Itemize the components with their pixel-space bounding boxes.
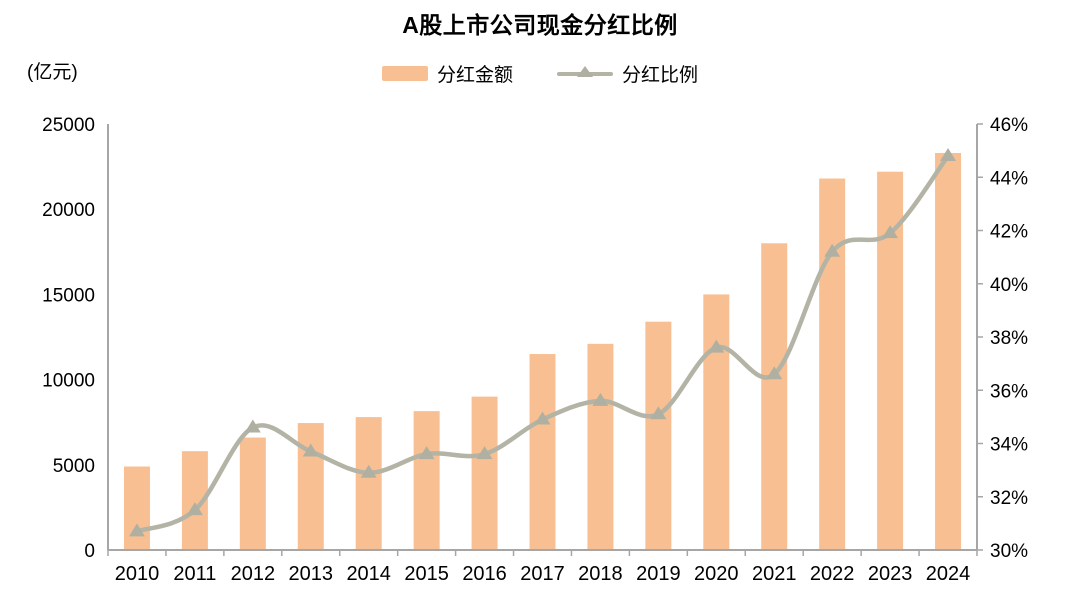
ratio-marker-2022: [824, 243, 841, 257]
bar-2015: [413, 411, 440, 550]
ratio-marker-2020: [708, 339, 725, 353]
right-axis-tick-label: 46%: [990, 115, 1028, 136]
bar-2024: [935, 152, 962, 550]
left-axis-tick-label: 5000: [53, 456, 95, 477]
x-axis-year-label: 2023: [868, 563, 913, 585]
legend-item-bar: 分红金额: [381, 60, 513, 87]
triangle-marker-icon: [577, 65, 593, 77]
x-axis-year-label: 2012: [231, 563, 276, 585]
ratio-marker-2010: [128, 523, 145, 537]
ratio-marker-2018: [592, 392, 609, 406]
ratio-marker-2013: [302, 443, 319, 457]
ratio-marker-2021: [766, 366, 783, 380]
x-axis-year-label: 2014: [346, 563, 391, 585]
x-axis-year-label: 2024: [926, 563, 971, 585]
right-axis-tick-label: 38%: [990, 328, 1028, 349]
right-axis-tick-label: 40%: [990, 275, 1028, 296]
bar-2012: [239, 437, 266, 550]
left-axis-unit-label: (亿元): [27, 62, 78, 83]
left-axis-tick-label: 10000: [42, 371, 95, 392]
x-axis-year-label: 2020: [694, 563, 739, 585]
ratio-line: [134, 153, 951, 534]
right-axis-tick-label: 36%: [990, 381, 1028, 402]
right-axis-tick-label: 42%: [990, 222, 1028, 243]
bar-2020: [703, 294, 730, 550]
ratio-marker-2012: [244, 419, 261, 433]
x-axis-year-label: 2013: [289, 563, 334, 585]
chart-title: A股上市公司现金分红比例: [402, 12, 678, 38]
x-axis-year-label: 2017: [520, 563, 565, 585]
bar-2014: [355, 417, 382, 550]
x-axis-year-label: 2018: [578, 563, 623, 585]
right-axis-tick-label: 34%: [990, 435, 1028, 456]
ratio-marker-2019: [650, 406, 667, 420]
x-axis-year-label: 2010: [115, 563, 160, 585]
right-axis-tick-label: 44%: [990, 168, 1028, 189]
right-axis-tick-label: 32%: [990, 488, 1028, 509]
x-axis-year-label: 2015: [404, 563, 449, 585]
x-axis-year-label: 2022: [810, 563, 855, 585]
bar-2013: [297, 423, 324, 550]
ratio-marker-2011: [186, 502, 203, 516]
left-axis-tick-label: 0: [84, 541, 95, 562]
ratio-marker-2014: [360, 464, 377, 478]
bar-2010: [123, 466, 150, 550]
bar-2016: [471, 396, 498, 550]
legend-line-label: 分红比例: [622, 65, 699, 86]
legend-bar-label: 分红金额: [436, 65, 513, 86]
x-axis-year-label: 2021: [752, 563, 797, 585]
left-axis-tick-label: 25000: [42, 115, 95, 136]
ratio-marker-2024: [940, 147, 957, 161]
bar-series-swatch: [381, 66, 428, 81]
x-axis-year-label: 2016: [462, 563, 507, 585]
ratio-marker-2017: [534, 411, 551, 425]
right-axis-tick-label: 30%: [990, 541, 1028, 562]
x-axis-year-label: 2019: [636, 563, 681, 585]
left-axis-tick-label: 15000: [42, 285, 95, 306]
bar-2021: [761, 243, 788, 550]
ratio-marker-2016: [476, 446, 493, 460]
legend-item-line: 分红比例: [557, 60, 698, 87]
bar-2018: [587, 343, 614, 550]
bar-2017: [529, 354, 556, 550]
legend: 分红金额 分红比例: [0, 60, 1080, 87]
bar-2019: [645, 321, 672, 550]
line-series-swatch: [557, 65, 613, 81]
ratio-marker-2015: [418, 446, 435, 460]
left-axis-tick-label: 20000: [42, 200, 95, 221]
ratio-marker-2023: [882, 225, 899, 239]
bar-2022: [819, 178, 846, 550]
x-axis-year-label: 2011: [173, 563, 216, 585]
